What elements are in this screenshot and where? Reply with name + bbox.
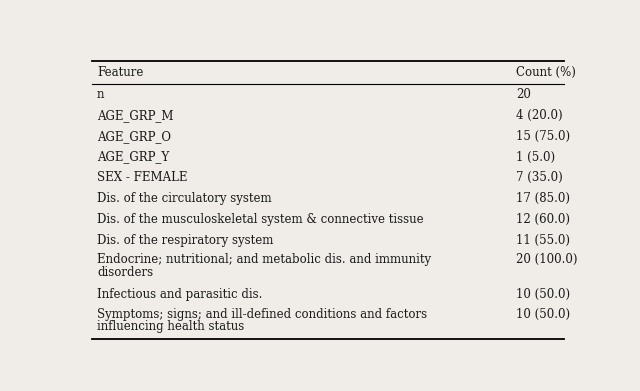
Text: Dis. of the respiratory system: Dis. of the respiratory system <box>97 234 273 247</box>
Text: Feature: Feature <box>97 66 143 79</box>
Text: Dis. of the circulatory system: Dis. of the circulatory system <box>97 192 271 205</box>
Text: AGE_GRP_O: AGE_GRP_O <box>97 130 171 143</box>
Text: SEX - FEMALE: SEX - FEMALE <box>97 171 188 184</box>
Text: n: n <box>97 88 104 101</box>
Text: influencing health status: influencing health status <box>97 320 244 334</box>
Text: Symptoms; signs; and ill-defined conditions and factors: Symptoms; signs; and ill-defined conditi… <box>97 308 427 321</box>
Text: disorders: disorders <box>97 266 153 279</box>
Text: 15 (75.0): 15 (75.0) <box>516 130 571 143</box>
Text: 20: 20 <box>516 88 531 101</box>
Text: 10 (50.0): 10 (50.0) <box>516 289 571 301</box>
Text: Infectious and parasitic dis.: Infectious and parasitic dis. <box>97 289 262 301</box>
Text: 4 (20.0): 4 (20.0) <box>516 109 563 122</box>
Text: AGE_GRP_Y: AGE_GRP_Y <box>97 151 170 163</box>
Text: 20 (100.0): 20 (100.0) <box>516 253 578 266</box>
Text: 10 (50.0): 10 (50.0) <box>516 308 571 321</box>
Text: Dis. of the musculoskeletal system & connective tissue: Dis. of the musculoskeletal system & con… <box>97 213 424 226</box>
Text: 11 (55.0): 11 (55.0) <box>516 234 570 247</box>
Text: Endocrine; nutritional; and metabolic dis. and immunity: Endocrine; nutritional; and metabolic di… <box>97 253 431 266</box>
Text: 12 (60.0): 12 (60.0) <box>516 213 570 226</box>
Text: 17 (85.0): 17 (85.0) <box>516 192 570 205</box>
Text: Count (%): Count (%) <box>516 66 577 79</box>
Text: 1 (5.0): 1 (5.0) <box>516 151 556 163</box>
Text: 7 (35.0): 7 (35.0) <box>516 171 563 184</box>
Text: AGE_GRP_M: AGE_GRP_M <box>97 109 173 122</box>
